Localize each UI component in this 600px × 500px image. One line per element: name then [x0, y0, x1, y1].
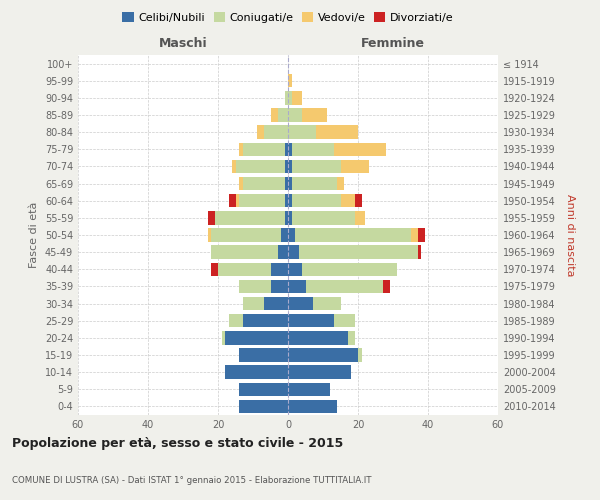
Bar	[383, 280, 389, 293]
Bar	[235, 160, 284, 173]
Bar	[284, 211, 288, 224]
Bar	[225, 331, 288, 344]
Bar	[271, 262, 288, 276]
Bar	[271, 280, 288, 293]
Bar	[341, 194, 355, 207]
Bar	[292, 160, 341, 173]
Y-axis label: Anni di nascita: Anni di nascita	[565, 194, 575, 276]
Bar	[242, 297, 263, 310]
Bar	[263, 297, 288, 310]
Bar	[239, 194, 284, 207]
Bar	[418, 228, 425, 241]
Bar	[232, 160, 235, 173]
Bar	[284, 142, 288, 156]
Bar	[271, 108, 277, 122]
Bar	[242, 142, 284, 156]
Bar	[334, 314, 355, 328]
Bar	[288, 228, 295, 241]
Y-axis label: Fasce di età: Fasce di età	[29, 202, 39, 268]
Bar	[305, 280, 383, 293]
Bar	[277, 246, 288, 259]
Bar	[341, 160, 368, 173]
Bar	[284, 194, 288, 207]
Bar	[288, 91, 292, 104]
Bar	[418, 246, 421, 259]
Bar	[358, 348, 361, 362]
Bar	[221, 331, 225, 344]
Bar	[288, 280, 305, 293]
Bar	[288, 348, 358, 362]
Bar	[292, 177, 337, 190]
Bar	[211, 228, 281, 241]
Bar	[288, 366, 351, 379]
Bar	[263, 126, 288, 139]
Bar	[292, 211, 355, 224]
Bar	[292, 194, 341, 207]
Bar	[288, 74, 292, 88]
Text: COMUNE DI LUSTRA (SA) - Dati ISTAT 1° gennaio 2015 - Elaborazione TUTTITALIA.IT: COMUNE DI LUSTRA (SA) - Dati ISTAT 1° ge…	[12, 476, 371, 485]
Bar	[288, 297, 313, 310]
Bar	[239, 382, 288, 396]
Bar	[239, 177, 242, 190]
Bar	[235, 194, 239, 207]
Bar	[288, 142, 292, 156]
Bar	[295, 228, 410, 241]
Bar	[288, 262, 302, 276]
Bar	[288, 331, 347, 344]
Bar	[288, 211, 292, 224]
Bar	[284, 91, 288, 104]
Bar	[334, 142, 386, 156]
Bar	[218, 262, 271, 276]
Bar	[292, 142, 334, 156]
Bar	[239, 348, 288, 362]
Bar	[355, 211, 365, 224]
Bar	[225, 366, 288, 379]
Bar	[302, 262, 397, 276]
Bar	[313, 297, 341, 310]
Bar	[229, 194, 235, 207]
Bar	[288, 194, 292, 207]
Text: Maschi: Maschi	[158, 37, 208, 50]
Bar	[277, 108, 288, 122]
Bar	[229, 314, 242, 328]
Bar	[239, 280, 271, 293]
Bar	[239, 400, 288, 413]
Bar	[208, 211, 215, 224]
Bar	[288, 246, 299, 259]
Bar	[288, 126, 316, 139]
Bar	[281, 228, 288, 241]
Text: Popolazione per età, sesso e stato civile - 2015: Popolazione per età, sesso e stato civil…	[12, 437, 343, 450]
Bar	[215, 211, 284, 224]
Bar	[211, 246, 277, 259]
Bar	[302, 108, 326, 122]
Text: Femmine: Femmine	[361, 37, 425, 50]
Bar	[211, 262, 218, 276]
Bar	[239, 142, 242, 156]
Bar	[208, 228, 211, 241]
Bar	[288, 400, 337, 413]
Bar	[347, 331, 355, 344]
Bar	[337, 177, 344, 190]
Bar	[288, 177, 292, 190]
Bar	[257, 126, 263, 139]
Bar	[288, 382, 330, 396]
Bar	[316, 126, 358, 139]
Bar	[355, 194, 361, 207]
Bar	[410, 228, 418, 241]
Bar	[288, 108, 302, 122]
Bar	[242, 177, 284, 190]
Bar	[242, 314, 288, 328]
Legend: Celibi/Nubili, Coniugati/e, Vedovi/e, Divorziati/e: Celibi/Nubili, Coniugati/e, Vedovi/e, Di…	[118, 8, 458, 28]
Bar	[288, 314, 334, 328]
Bar	[288, 160, 292, 173]
Bar	[284, 160, 288, 173]
Bar	[292, 91, 302, 104]
Bar	[284, 177, 288, 190]
Bar	[299, 246, 418, 259]
